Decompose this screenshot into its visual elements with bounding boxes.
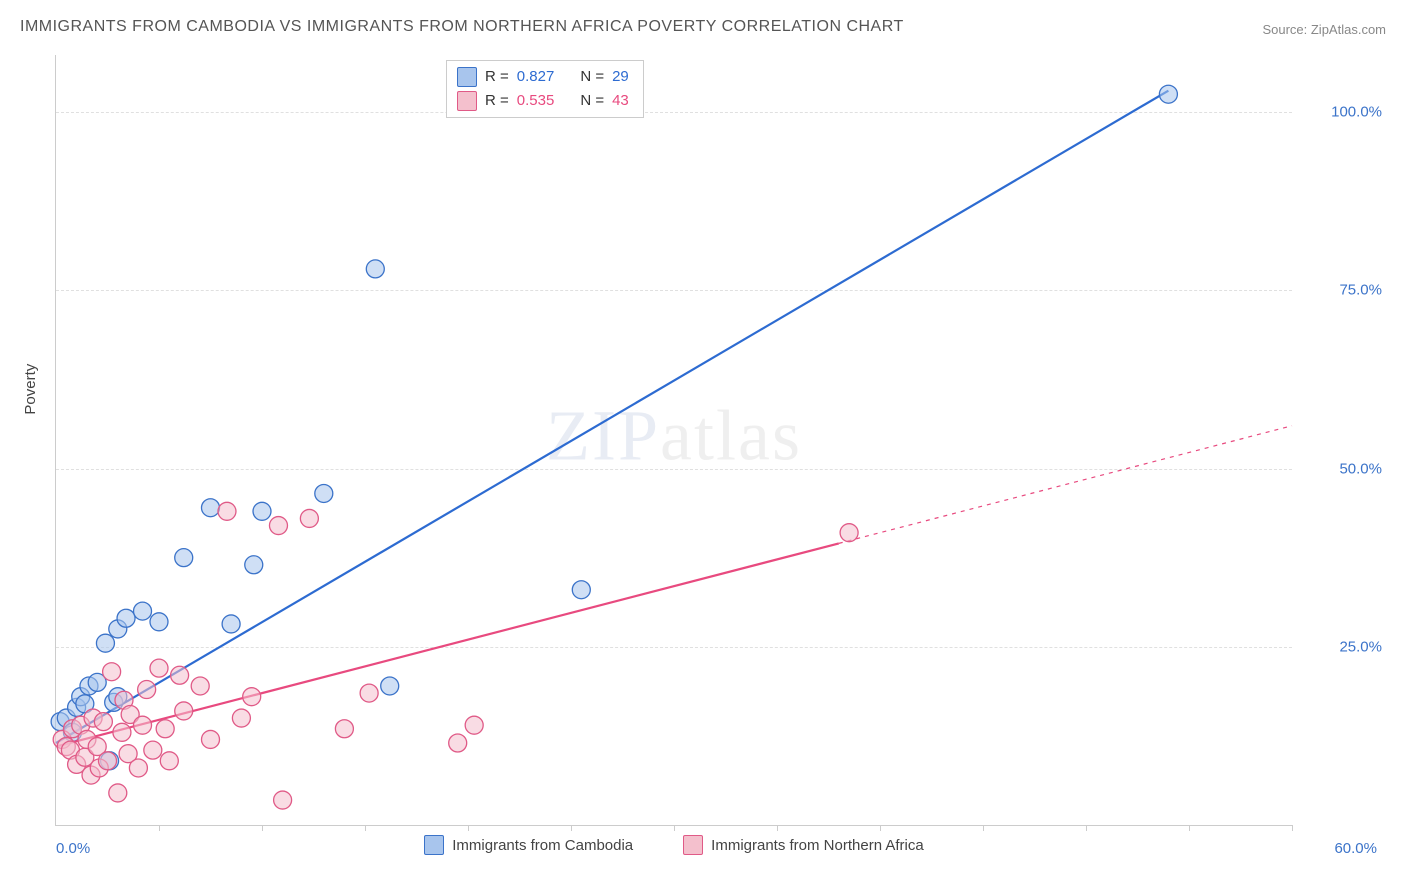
data-point-northern-africa bbox=[171, 666, 189, 684]
x-tick bbox=[262, 825, 263, 831]
x-tick bbox=[777, 825, 778, 831]
data-point-northern-africa bbox=[144, 741, 162, 759]
y-tick-label: 50.0% bbox=[1302, 460, 1382, 477]
x-end-label: 60.0% bbox=[1297, 840, 1377, 857]
data-point-northern-africa bbox=[156, 720, 174, 738]
data-point-northern-africa bbox=[191, 677, 209, 695]
data-point-cambodia bbox=[245, 556, 263, 574]
data-point-cambodia bbox=[1159, 85, 1177, 103]
data-point-northern-africa bbox=[175, 702, 193, 720]
swatch-icon bbox=[683, 835, 703, 855]
data-point-northern-africa bbox=[300, 509, 318, 527]
data-point-cambodia bbox=[222, 615, 240, 633]
data-point-cambodia bbox=[117, 609, 135, 627]
data-point-cambodia bbox=[96, 634, 114, 652]
swatch-icon bbox=[457, 67, 477, 87]
data-point-northern-africa bbox=[449, 734, 467, 752]
data-point-northern-africa bbox=[129, 759, 147, 777]
data-point-northern-africa bbox=[103, 663, 121, 681]
x-tick bbox=[571, 825, 572, 831]
data-point-cambodia bbox=[150, 613, 168, 631]
data-point-northern-africa bbox=[134, 716, 152, 734]
stats-legend-box: R = 0.827 N = 29 R = 0.535 N = 43 bbox=[446, 60, 644, 118]
y-axis-label: Poverty bbox=[22, 364, 39, 415]
data-point-northern-africa bbox=[274, 791, 292, 809]
n-label: N = bbox=[580, 65, 604, 89]
y-tick-label: 100.0% bbox=[1302, 104, 1382, 121]
x-tick bbox=[468, 825, 469, 831]
data-point-cambodia bbox=[572, 581, 590, 599]
data-point-cambodia bbox=[175, 549, 193, 567]
data-point-cambodia bbox=[381, 677, 399, 695]
x-tick bbox=[1189, 825, 1190, 831]
trend-line-northern-africa bbox=[56, 543, 839, 746]
source-label: Source: ZipAtlas.com bbox=[1262, 22, 1386, 37]
legend-label: Immigrants from Northern Africa bbox=[711, 837, 924, 854]
y-tick-label: 25.0% bbox=[1302, 638, 1382, 655]
data-point-northern-africa bbox=[243, 688, 261, 706]
plot-area: ZIPatlas 25.0%50.0%75.0%100.0% R = 0.827… bbox=[55, 55, 1292, 826]
data-point-northern-africa bbox=[202, 730, 220, 748]
data-point-northern-africa bbox=[150, 659, 168, 677]
data-point-northern-africa bbox=[232, 709, 250, 727]
legend-label: Immigrants from Cambodia bbox=[452, 837, 633, 854]
data-point-northern-africa bbox=[840, 524, 858, 542]
data-point-northern-africa bbox=[99, 752, 117, 770]
bottom-legend: Immigrants from Cambodia Immigrants from … bbox=[56, 835, 1292, 855]
data-point-northern-africa bbox=[465, 716, 483, 734]
x-tick bbox=[1292, 825, 1293, 831]
swatch-icon bbox=[424, 835, 444, 855]
r-label: R = bbox=[485, 65, 509, 89]
data-point-northern-africa bbox=[109, 784, 127, 802]
r-value: 0.827 bbox=[517, 65, 555, 89]
data-point-northern-africa bbox=[160, 752, 178, 770]
data-point-northern-africa bbox=[269, 517, 287, 535]
x-tick bbox=[983, 825, 984, 831]
data-point-cambodia bbox=[134, 602, 152, 620]
x-tick bbox=[159, 825, 160, 831]
x-start-label: 0.0% bbox=[56, 840, 90, 857]
r-value: 0.535 bbox=[517, 89, 555, 113]
stats-row-cambodia: R = 0.827 N = 29 bbox=[457, 65, 629, 89]
data-point-northern-africa bbox=[113, 723, 131, 741]
trend-line-dashed-northern-africa bbox=[839, 426, 1292, 544]
data-point-northern-africa bbox=[94, 713, 112, 731]
swatch-icon bbox=[457, 91, 477, 111]
chart-title: IMMIGRANTS FROM CAMBODIA VS IMMIGRANTS F… bbox=[20, 18, 904, 36]
data-point-northern-africa bbox=[360, 684, 378, 702]
x-tick bbox=[365, 825, 366, 831]
data-point-cambodia bbox=[315, 484, 333, 502]
trend-line-cambodia bbox=[56, 91, 1168, 743]
data-point-cambodia bbox=[202, 499, 220, 517]
data-point-northern-africa bbox=[218, 502, 236, 520]
stats-row-northern-africa: R = 0.535 N = 43 bbox=[457, 89, 629, 113]
data-point-cambodia bbox=[253, 502, 271, 520]
data-point-cambodia bbox=[366, 260, 384, 278]
n-value: 29 bbox=[612, 65, 629, 89]
x-tick bbox=[880, 825, 881, 831]
r-label: R = bbox=[485, 89, 509, 113]
legend-item-northern-africa: Immigrants from Northern Africa bbox=[683, 835, 924, 855]
y-tick-label: 75.0% bbox=[1302, 282, 1382, 299]
n-label: N = bbox=[580, 89, 604, 113]
n-value: 43 bbox=[612, 89, 629, 113]
x-tick bbox=[1086, 825, 1087, 831]
data-point-northern-africa bbox=[335, 720, 353, 738]
chart-svg bbox=[56, 55, 1292, 825]
legend-item-cambodia: Immigrants from Cambodia bbox=[424, 835, 633, 855]
data-point-northern-africa bbox=[138, 681, 156, 699]
x-tick bbox=[674, 825, 675, 831]
